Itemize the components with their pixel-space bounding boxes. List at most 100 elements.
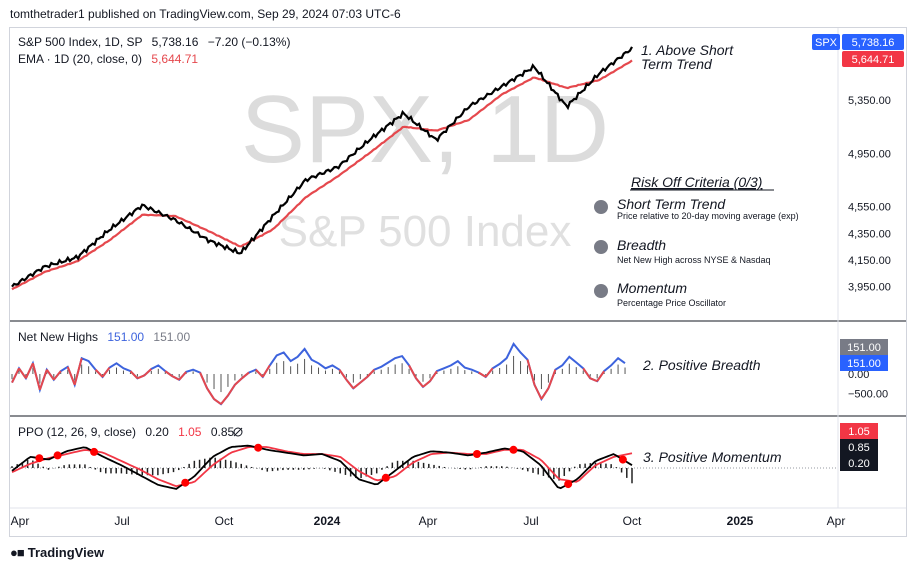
ppo-line <box>11 444 633 490</box>
price-tick-label: 4,350.00 <box>848 228 891 240</box>
time-tick-label: Apr <box>11 514 30 528</box>
nnh-negative-segment <box>429 370 438 382</box>
ppo-cross-dot <box>53 451 62 460</box>
watermark-name: S&P 500 Index <box>279 207 572 256</box>
nnh-tick-label: −500.00 <box>848 389 888 401</box>
nnh-negative-segment <box>415 377 424 388</box>
nnh-line <box>11 342 626 406</box>
symbol-badge-bg <box>812 34 840 50</box>
price-badge: 5,738.16 <box>852 37 895 49</box>
time-tick-label: Oct <box>215 514 234 528</box>
nnh-negative-segment <box>171 375 180 381</box>
legend-nnh-v2: 151.00 <box>153 330 190 344</box>
price-tick-label: 4,150.00 <box>848 255 891 267</box>
criteria-title-1: Short Term Trend <box>617 196 726 212</box>
nnh-negative-segment <box>255 369 264 378</box>
nnh-negative-segment <box>234 377 243 386</box>
legend-nnh[interactable]: Net New Highs 151.00 151.00 <box>18 330 190 344</box>
legend-ppo[interactable]: PPO (12, 26, 9, close) 0.20 1.05 0.85 <box>18 425 234 439</box>
ema-line <box>11 59 633 291</box>
nnh-negative-segment <box>526 359 536 386</box>
footer-brand[interactable]: ●■ TradingView <box>10 545 104 560</box>
nnh-blue-badge: 151.00 <box>847 358 881 370</box>
nnh-negative-segment <box>129 370 139 379</box>
price-tick-label: 4,950.00 <box>848 148 891 160</box>
ppo-panel <box>10 443 838 490</box>
criteria-title-3: Momentum <box>617 280 687 296</box>
nnh-grey-badge-bg <box>840 339 888 355</box>
nnh-negative-segment <box>484 367 494 378</box>
nnh-negative-segment <box>582 367 592 379</box>
legend-price: 5,738.16 <box>152 35 199 49</box>
nnh-grey-badge: 151.00 <box>847 342 881 354</box>
ppo-signal-line <box>11 446 633 488</box>
tradingview-logo-icon: ●■ <box>10 545 25 560</box>
legend-main[interactable]: S&P 500 Index, 1D, SP 5,738.16 −7.20 (−0… <box>18 35 290 66</box>
criteria-bullet-2 <box>594 240 608 254</box>
criteria-desc-2: Net New High across NYSE & Nasdaq <box>617 255 771 265</box>
ppo-cross-dot <box>564 480 573 489</box>
time-tick-label: Apr <box>827 514 846 528</box>
time-axis[interactable]: Apr Jul Oct 2024 Apr Jul Oct 2025 Apr <box>11 514 846 528</box>
svg-text:S&P 500 Index, 1D, SP 5,: S&P 500 Index, 1D, SP 5,738.16 −7.20 (−0… <box>18 35 290 49</box>
criteria-desc-3: Percentage Price Oscillator <box>617 298 726 308</box>
nnh-negative-segment <box>366 369 375 378</box>
nnh-negative-segment <box>73 357 83 386</box>
ppo-cross-dot <box>618 455 627 464</box>
nnh-negative-segment <box>18 367 27 379</box>
annotation-above-1: 1. Above Short <box>641 42 734 58</box>
nnh-negative-segment <box>352 381 361 390</box>
eye-off-icon[interactable] <box>233 427 243 437</box>
ppo-red-badge: 1.05 <box>848 426 869 438</box>
price-tick-label: 5,350.00 <box>848 95 891 107</box>
ppo-k2-badge-bg <box>840 455 878 471</box>
nnh-negative-segment <box>25 362 34 379</box>
legend-ppo-v3: 0.85 <box>211 425 235 439</box>
nnh-negative-segment <box>199 372 208 389</box>
nnh-negative-segment <box>38 369 48 391</box>
nnh-negative-segment <box>213 398 222 405</box>
nnh-negative-segment <box>540 387 550 400</box>
nnh-negative-segment <box>547 369 557 389</box>
legend-ema-name: EMA · 1D (20, close, 0) <box>18 52 142 66</box>
criteria-bullet-1 <box>594 200 608 214</box>
publish-line: tomthetrader1 published on TradingView.c… <box>10 7 401 21</box>
footer-brand-text: TradingView <box>27 545 105 560</box>
nnh-negative-segment <box>533 384 543 400</box>
ppo-cross-dot <box>35 454 44 463</box>
ppo-red-badge-bg <box>840 423 878 439</box>
nnh-negative-segment <box>241 371 250 380</box>
nnh-negative-segment <box>589 377 598 383</box>
ppo-cross-dot <box>181 478 190 487</box>
legend-ema-value: 5,644.71 <box>151 52 198 66</box>
legend-nnh-v1: 151.00 <box>107 330 144 344</box>
ppo-k1-badge: 0.85 <box>848 442 869 454</box>
criteria-title-2: Breadth <box>617 237 666 253</box>
time-tick-label: 2024 <box>314 514 341 528</box>
chart-frame <box>9 27 907 537</box>
nnh-negative-segment <box>478 371 487 378</box>
nnh-negative-segment <box>164 370 173 377</box>
ppo-cross-dot <box>90 447 99 456</box>
ppo-cross-dot <box>509 445 518 454</box>
legend-ppo-v1: 0.20 <box>145 425 169 439</box>
nnh-negative-segment <box>261 364 271 378</box>
risk-off-title: Risk Off Criteria (0/3) <box>631 174 762 190</box>
nnh-negative-segment <box>137 374 145 380</box>
legend-symbol-name: S&P 500 Index, 1D, SP <box>18 35 143 49</box>
nnh-negative-segment <box>359 376 368 384</box>
nnh-negative-segment <box>422 380 431 388</box>
legend-nnh-name: Net New Highs <box>18 330 98 344</box>
price-axis[interactable]: 5,350.00 4,950.00 4,550.00 4,350.00 4,150.00… <box>848 95 891 294</box>
ema-badge-bg <box>842 51 904 67</box>
nnh-blue-badge-bg <box>840 355 888 371</box>
ppo-k1-badge-bg <box>840 439 878 455</box>
nnh-negative-segment <box>94 369 104 378</box>
annotation-momentum: 3. Positive Momentum <box>643 449 782 465</box>
ppo-cross-dot <box>381 473 390 482</box>
time-tick-label: 2025 <box>727 514 754 528</box>
annotation-breadth: 2. Positive Breadth <box>642 357 761 373</box>
nnh-negative-segment <box>220 394 229 405</box>
nnh-negative-segment <box>596 370 605 382</box>
